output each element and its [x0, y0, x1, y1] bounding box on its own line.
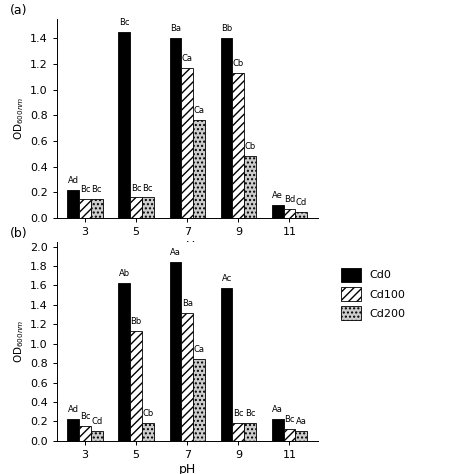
Bar	[79, 199, 91, 218]
Bar	[170, 262, 182, 441]
Bar	[142, 198, 154, 218]
Bar	[193, 359, 205, 441]
Bar	[295, 431, 307, 441]
Bar	[232, 73, 244, 218]
X-axis label: pH: pH	[179, 240, 196, 253]
Bar	[79, 426, 91, 441]
Bar	[118, 283, 130, 441]
Bar	[283, 429, 295, 441]
Text: Bb: Bb	[130, 317, 142, 326]
Bar	[142, 423, 154, 441]
X-axis label: pH: pH	[179, 463, 196, 474]
Y-axis label: OD$_{600nm}$: OD$_{600nm}$	[12, 97, 26, 140]
Bar	[91, 199, 103, 218]
Bar	[130, 198, 142, 218]
Text: Aa: Aa	[272, 405, 283, 414]
Text: Bc: Bc	[91, 185, 102, 194]
Text: Ca: Ca	[193, 345, 204, 354]
Bar	[67, 190, 79, 218]
Text: Aa: Aa	[170, 248, 181, 257]
Text: Ba: Ba	[182, 299, 193, 308]
Text: Bc: Bc	[119, 18, 129, 27]
Text: Bc: Bc	[284, 415, 295, 424]
Text: Ad: Ad	[68, 176, 79, 185]
Text: Cb: Cb	[142, 410, 154, 419]
Text: Cb: Cb	[245, 142, 256, 151]
Text: Ac: Ac	[221, 274, 232, 283]
Text: (b): (b)	[10, 227, 27, 240]
Bar	[182, 68, 193, 218]
Text: Bc: Bc	[143, 183, 153, 192]
Text: Aa: Aa	[296, 417, 307, 426]
Bar	[244, 156, 256, 218]
Bar	[91, 431, 103, 441]
Bar	[272, 419, 283, 441]
Text: Cb: Cb	[233, 59, 244, 68]
Bar	[295, 211, 307, 218]
Bar	[244, 423, 256, 441]
Bar	[130, 331, 142, 441]
Text: Cd: Cd	[91, 417, 102, 426]
Legend: Cd0, Cd100, Cd200: Cd0, Cd100, Cd200	[337, 264, 409, 323]
Text: Ae: Ae	[272, 191, 283, 200]
Bar	[170, 38, 182, 218]
Text: Ca: Ca	[193, 107, 204, 116]
Text: Ca: Ca	[182, 54, 193, 63]
Text: Bc: Bc	[245, 410, 255, 419]
Text: Ad: Ad	[68, 405, 79, 414]
Bar	[283, 209, 295, 218]
Bar	[221, 38, 232, 218]
Y-axis label: OD$_{600nm}$: OD$_{600nm}$	[12, 319, 26, 363]
Text: Bc: Bc	[131, 183, 141, 192]
Text: (a): (a)	[10, 4, 27, 17]
Bar	[272, 205, 283, 218]
Text: Ba: Ba	[170, 24, 181, 33]
Text: Cd: Cd	[296, 198, 307, 207]
Text: Bd: Bd	[284, 195, 295, 204]
Text: Bc: Bc	[233, 410, 244, 419]
Bar	[221, 288, 232, 441]
Text: Bc: Bc	[80, 185, 90, 194]
Text: Bc: Bc	[80, 412, 90, 421]
Bar	[118, 32, 130, 218]
Text: Ab: Ab	[119, 269, 130, 278]
Bar	[232, 423, 244, 441]
Text: Bb: Bb	[221, 24, 232, 33]
Bar	[67, 419, 79, 441]
Bar	[193, 120, 205, 218]
Bar	[182, 313, 193, 441]
